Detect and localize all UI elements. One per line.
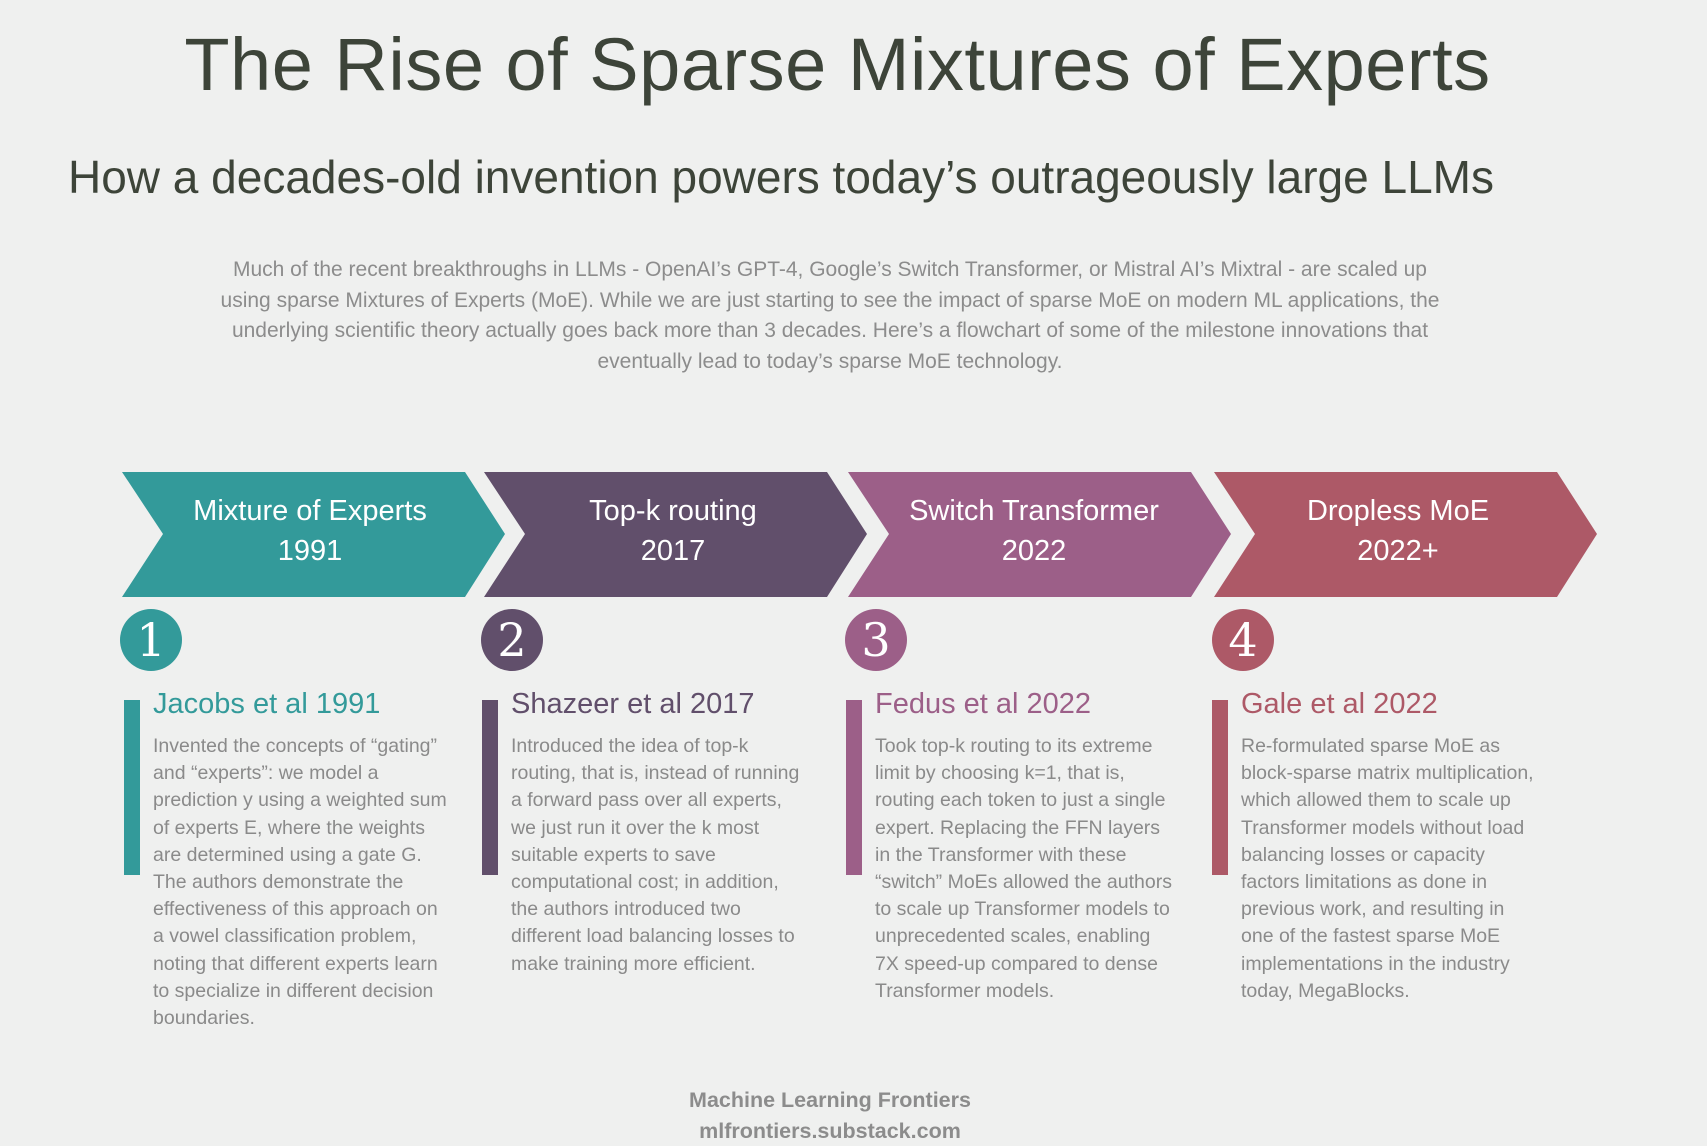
chevron-4-year: 2022+ [1357, 535, 1439, 567]
chevron-2-label: Top-k routing 2017 [503, 491, 843, 571]
step-1-heading: Jacobs et al 1991 [153, 688, 381, 720]
step-3-heading: Fedus et al 2022 [875, 688, 1092, 720]
chevron-1-year: 1991 [277, 535, 343, 567]
step-4-heading: Gale et al 2022 [1241, 688, 1438, 720]
step-3-description: Took top-k routing to its extreme limit … [875, 735, 1172, 1002]
step-3-number-badge: 3 [845, 609, 907, 671]
step-4-description: Re-formulated sparse MoE as block-sparse… [1241, 735, 1534, 1002]
step-4-number-badge: 4 [1212, 609, 1274, 671]
step-3-accent-bar [846, 700, 862, 875]
step-2-number-badge: 2 [481, 609, 543, 671]
chevron-4 [1214, 472, 1597, 597]
step-2-description: Introduced the idea of top-k routing, th… [511, 735, 800, 975]
chevron-3-label: Switch Transformer 2022 [864, 491, 1204, 571]
step-1-number-badge: 1 [120, 609, 182, 671]
chevron-1-label: Mixture of Experts 1991 [140, 491, 480, 571]
chevron-2-year: 2017 [640, 535, 706, 567]
page-title: The Rise of Sparse Mixtures of Experts [184, 23, 1491, 106]
step-2-accent-bar [482, 700, 498, 875]
chevron-1-name: Mixture of Experts [193, 495, 427, 527]
footer-publication: Machine Learning Frontiers [689, 1088, 971, 1112]
page-subtitle: How a decades-old invention powers today… [68, 151, 1494, 203]
chevron-3 [848, 472, 1231, 597]
step-2-heading: Shazeer et al 2017 [511, 688, 755, 720]
step-1-accent-bar [124, 700, 140, 875]
chevron-2 [484, 472, 867, 597]
chevron-4-name: Dropless MoE [1306, 495, 1490, 527]
step-4-accent-bar [1212, 700, 1228, 875]
footer-url[interactable]: mlfrontiers.substack.com [699, 1118, 961, 1143]
chevron-2-name: Top-k routing [589, 495, 757, 527]
chevron-4-label: Dropless MoE 2022+ [1228, 491, 1568, 571]
chevron-1 [122, 472, 505, 597]
chevron-3-year: 2022 [1001, 535, 1067, 567]
intro-paragraph: Much of the recent breakthroughs in LLMs… [220, 258, 1440, 373]
footer-credit: Machine Learning Frontiers mlfrontiers.s… [0, 1085, 1660, 1146]
chevron-3-name: Switch Transformer [909, 495, 1159, 527]
step-1-description: Invented the concepts of “gating” and “e… [153, 735, 447, 1030]
